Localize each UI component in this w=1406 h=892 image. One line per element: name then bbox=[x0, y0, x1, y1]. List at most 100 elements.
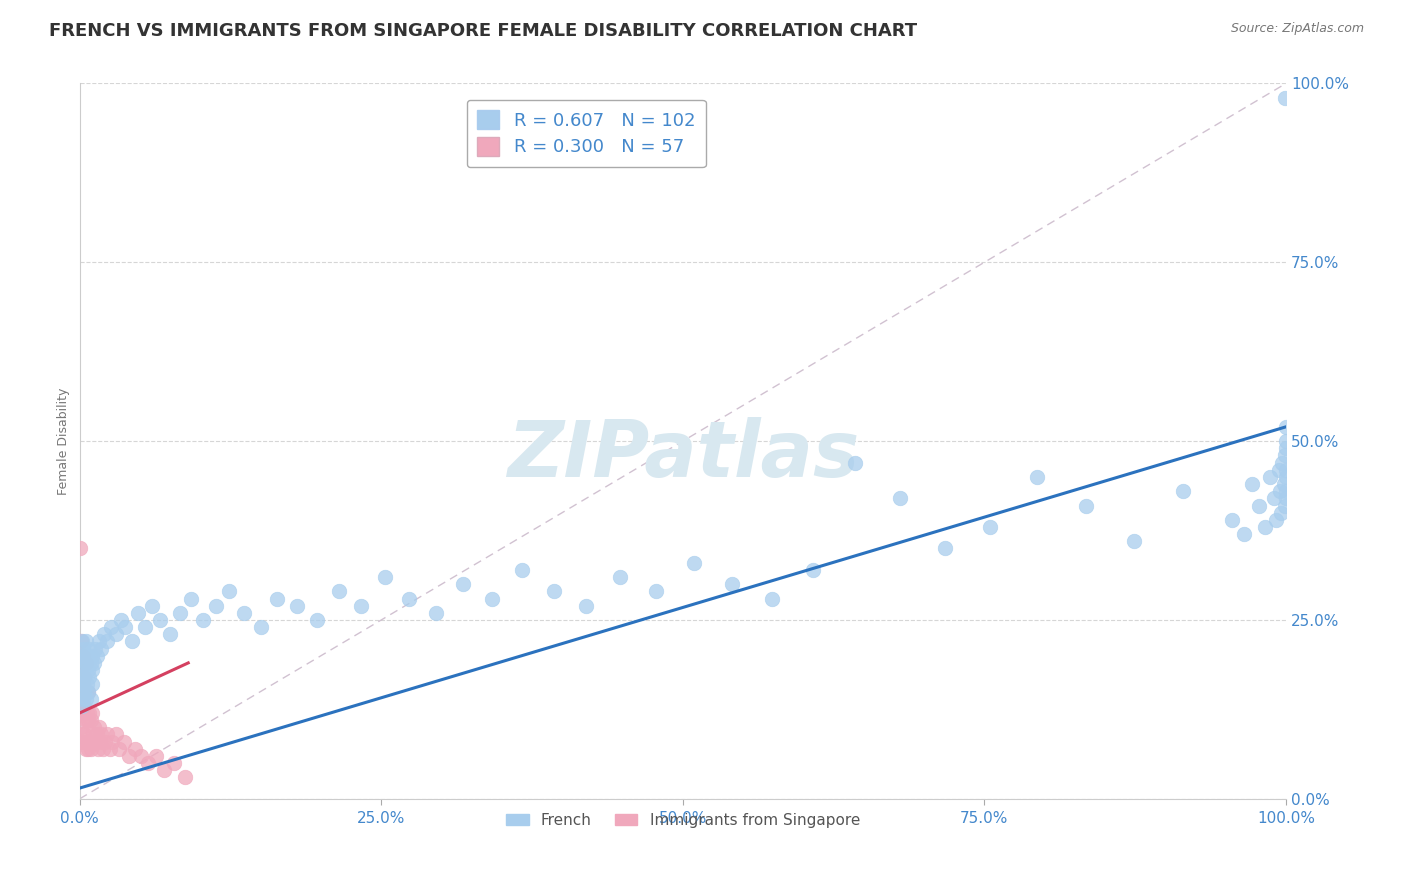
Point bbox=[425, 606, 447, 620]
Point bbox=[512, 563, 534, 577]
Point bbox=[70, 670, 93, 684]
Point bbox=[101, 734, 124, 748]
Point bbox=[80, 706, 103, 720]
Point bbox=[70, 698, 93, 713]
Point bbox=[141, 599, 163, 613]
Point bbox=[205, 599, 228, 613]
Point bbox=[79, 691, 101, 706]
Point bbox=[73, 648, 96, 663]
Point bbox=[934, 541, 956, 556]
Point bbox=[79, 741, 101, 756]
Point bbox=[1271, 456, 1294, 470]
Text: Source: ZipAtlas.com: Source: ZipAtlas.com bbox=[1230, 22, 1364, 36]
Point bbox=[72, 691, 94, 706]
Point bbox=[75, 684, 97, 698]
Point bbox=[84, 641, 107, 656]
Point bbox=[124, 741, 146, 756]
Point bbox=[75, 656, 97, 670]
Point bbox=[84, 734, 107, 748]
Point bbox=[163, 756, 186, 770]
Point bbox=[69, 706, 91, 720]
Point bbox=[80, 663, 103, 677]
Point bbox=[87, 634, 110, 648]
Point bbox=[180, 591, 202, 606]
Point bbox=[159, 627, 181, 641]
Point bbox=[127, 606, 149, 620]
Point bbox=[70, 698, 93, 713]
Point bbox=[83, 720, 105, 734]
Point bbox=[79, 670, 101, 684]
Point bbox=[149, 613, 172, 627]
Point bbox=[1274, 499, 1296, 513]
Point bbox=[1258, 470, 1281, 484]
Point bbox=[110, 613, 132, 627]
Point bbox=[70, 634, 93, 648]
Point bbox=[87, 720, 110, 734]
Point bbox=[72, 648, 94, 663]
Point bbox=[307, 613, 329, 627]
Point bbox=[104, 727, 127, 741]
Point bbox=[70, 684, 93, 698]
Point bbox=[80, 648, 103, 663]
Point bbox=[1123, 534, 1146, 549]
Point bbox=[76, 706, 98, 720]
Point bbox=[844, 456, 866, 470]
Point bbox=[1274, 91, 1296, 105]
Point bbox=[70, 727, 93, 741]
Point bbox=[1275, 484, 1298, 499]
Point bbox=[979, 520, 1001, 534]
Point bbox=[76, 648, 98, 663]
Point bbox=[108, 741, 131, 756]
Point bbox=[75, 634, 97, 648]
Point bbox=[73, 698, 96, 713]
Point bbox=[86, 648, 108, 663]
Point bbox=[645, 584, 668, 599]
Point bbox=[70, 648, 93, 663]
Point bbox=[96, 634, 118, 648]
Point bbox=[285, 599, 308, 613]
Point bbox=[1173, 484, 1195, 499]
Point bbox=[77, 713, 100, 727]
Point bbox=[1233, 527, 1256, 541]
Point bbox=[72, 641, 94, 656]
Point bbox=[72, 677, 94, 691]
Point bbox=[80, 677, 103, 691]
Point bbox=[134, 620, 156, 634]
Point bbox=[145, 748, 167, 763]
Legend: French, Immigrants from Singapore: French, Immigrants from Singapore bbox=[499, 807, 866, 834]
Point bbox=[1241, 477, 1264, 491]
Point bbox=[1274, 491, 1296, 506]
Point bbox=[218, 584, 240, 599]
Point bbox=[73, 670, 96, 684]
Point bbox=[72, 663, 94, 677]
Point bbox=[1026, 470, 1049, 484]
Point bbox=[169, 606, 191, 620]
Point bbox=[73, 727, 96, 741]
Point bbox=[721, 577, 744, 591]
Point bbox=[889, 491, 911, 506]
Point bbox=[104, 627, 127, 641]
Point bbox=[191, 613, 214, 627]
Point bbox=[138, 756, 160, 770]
Point bbox=[79, 706, 101, 720]
Point bbox=[121, 634, 143, 648]
Point bbox=[76, 677, 98, 691]
Point bbox=[72, 706, 94, 720]
Point bbox=[1249, 499, 1271, 513]
Point bbox=[350, 599, 373, 613]
Point bbox=[609, 570, 631, 584]
Point bbox=[70, 720, 93, 734]
Point bbox=[1074, 499, 1097, 513]
Point bbox=[761, 591, 783, 606]
Point bbox=[451, 577, 474, 591]
Point bbox=[73, 684, 96, 698]
Point bbox=[90, 727, 112, 741]
Point bbox=[1254, 520, 1277, 534]
Point bbox=[1274, 449, 1296, 463]
Point bbox=[75, 713, 97, 727]
Point bbox=[69, 734, 91, 748]
Point bbox=[249, 620, 271, 634]
Point bbox=[79, 641, 101, 656]
Point bbox=[100, 620, 122, 634]
Point bbox=[72, 677, 94, 691]
